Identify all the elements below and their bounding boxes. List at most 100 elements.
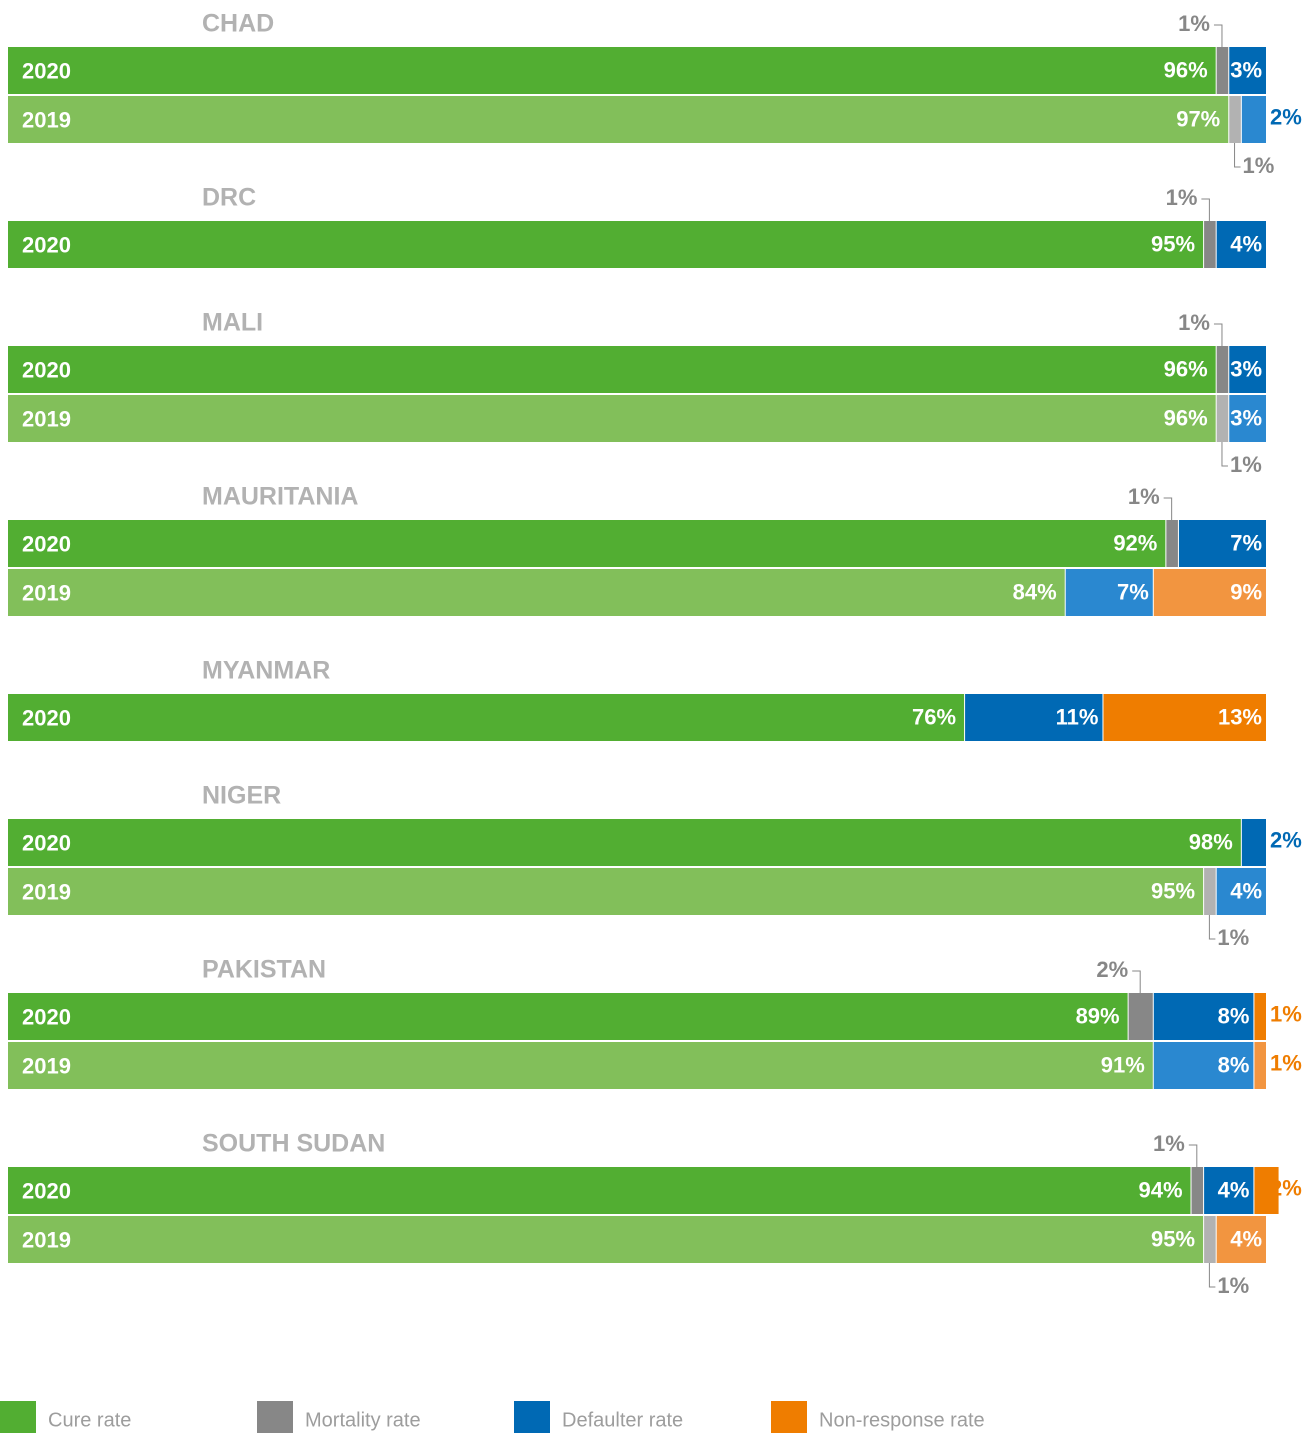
- country-title: SOUTH SUDAN: [202, 1130, 385, 1158]
- bar-segment: [1229, 395, 1266, 442]
- bar-segment: [8, 346, 1216, 393]
- value-label: 95%: [1151, 1226, 1195, 1251]
- bar-segment: [1204, 1167, 1254, 1214]
- year-label: 2020: [22, 1178, 71, 1203]
- value-label: 94%: [1138, 1177, 1182, 1202]
- year-label: 2020: [22, 1004, 71, 1029]
- value-label: 1%: [1153, 1131, 1185, 1156]
- bar-segment: [1191, 1167, 1204, 1214]
- value-label: 8%: [1218, 1052, 1250, 1077]
- value-label: 13%: [1218, 704, 1262, 729]
- bar-segment: [1216, 395, 1229, 442]
- leader-line: [1213, 24, 1223, 47]
- value-label: 1%: [1166, 185, 1198, 210]
- bar-segment: [1166, 520, 1178, 567]
- value-label: 96%: [1164, 405, 1208, 430]
- value-label: 98%: [1189, 829, 1233, 854]
- value-label: 96%: [1164, 356, 1208, 381]
- value-label: 3%: [1230, 57, 1262, 82]
- legend-label: Mortality rate: [305, 1409, 421, 1431]
- bar-segment: [8, 993, 1128, 1040]
- bar-segment: [1216, 1216, 1266, 1263]
- bar-segment: [8, 819, 1241, 866]
- bar-segment: [1229, 346, 1266, 393]
- value-label: 11%: [1056, 704, 1099, 729]
- year-label: 2019: [22, 107, 71, 132]
- value-label: 1%: [1230, 452, 1262, 477]
- value-label: 1%: [1217, 925, 1249, 950]
- value-label: 2%: [1270, 827, 1302, 852]
- year-label: 2020: [22, 830, 71, 855]
- country-title: PAKISTAN: [202, 956, 326, 984]
- year-label: 2019: [22, 406, 71, 431]
- year-label: 2020: [22, 357, 71, 382]
- legend-label: Non-response rate: [819, 1409, 985, 1431]
- bar-segment: [1254, 993, 1266, 1040]
- legend-swatch: [771, 1401, 807, 1433]
- year-label: 2019: [22, 580, 71, 605]
- value-label: 1%: [1128, 484, 1160, 509]
- leader-line: [1188, 1144, 1198, 1167]
- leader-line: [1221, 442, 1228, 467]
- year-label: 2020: [22, 531, 71, 556]
- value-label: 1%: [1270, 1001, 1302, 1026]
- year-label: 2019: [22, 879, 71, 904]
- value-label: 1%: [1178, 310, 1210, 335]
- bar-segment: [8, 868, 1204, 915]
- value-label: 95%: [1151, 878, 1195, 903]
- bar-segment: [8, 395, 1216, 442]
- value-label: 1%: [1178, 11, 1210, 36]
- bar-segment: [1204, 868, 1216, 915]
- value-label: 8%: [1218, 1003, 1250, 1028]
- bar-segment: [1216, 221, 1266, 268]
- bar-segment: [1254, 1167, 1279, 1214]
- bar-segment: [8, 1042, 1153, 1089]
- country-title: CHAD: [202, 10, 274, 38]
- bar-segment: [8, 1167, 1191, 1214]
- year-label: 2020: [22, 232, 71, 257]
- bar-segment: [1204, 1216, 1216, 1263]
- value-label: 2%: [1096, 957, 1128, 982]
- leader-line: [1234, 143, 1241, 168]
- bar-segment: [1216, 346, 1229, 393]
- country-title: MYANMAR: [202, 657, 330, 685]
- legend-label: Cure rate: [48, 1409, 131, 1431]
- value-label: 95%: [1151, 231, 1195, 256]
- bar-segment: [1178, 520, 1266, 567]
- value-label: 1%: [1270, 1050, 1302, 1075]
- bar-segment: [1065, 569, 1153, 616]
- bar-segment: [1229, 96, 1241, 143]
- legend-label: Defaulter rate: [562, 1409, 683, 1431]
- bar-segment: [1254, 1042, 1266, 1089]
- bar-segment: [1204, 221, 1216, 268]
- country-title: DRC: [202, 184, 256, 212]
- bar-segment: [1153, 1042, 1254, 1089]
- bar-segment: [1241, 96, 1266, 143]
- bar-segment: [1128, 993, 1153, 1040]
- bar-segment: [8, 520, 1166, 567]
- year-label: 2020: [22, 705, 71, 730]
- leader-line: [1201, 198, 1210, 221]
- bar-segment: [1103, 694, 1266, 741]
- value-label: 9%: [1230, 579, 1262, 604]
- bar-segment: [8, 694, 965, 741]
- value-label: 7%: [1230, 530, 1262, 555]
- bar-segment: [1229, 47, 1266, 94]
- country-title: MALI: [202, 309, 263, 337]
- legend-swatch: [514, 1401, 550, 1433]
- value-label: 1%: [1217, 1273, 1249, 1298]
- bar-segment: [8, 1216, 1204, 1263]
- value-label: 3%: [1230, 356, 1262, 381]
- bar-segment: [8, 221, 1204, 268]
- value-label: 4%: [1230, 878, 1262, 903]
- value-label: 2%: [1270, 104, 1302, 129]
- year-label: 2019: [22, 1227, 71, 1252]
- value-label: 84%: [1013, 579, 1057, 604]
- bar-segment: [1216, 47, 1229, 94]
- leader-line: [1132, 970, 1141, 993]
- value-label: 96%: [1164, 57, 1208, 82]
- value-label: 92%: [1113, 530, 1157, 555]
- year-label: 2019: [22, 1053, 71, 1078]
- value-label: 91%: [1101, 1052, 1145, 1077]
